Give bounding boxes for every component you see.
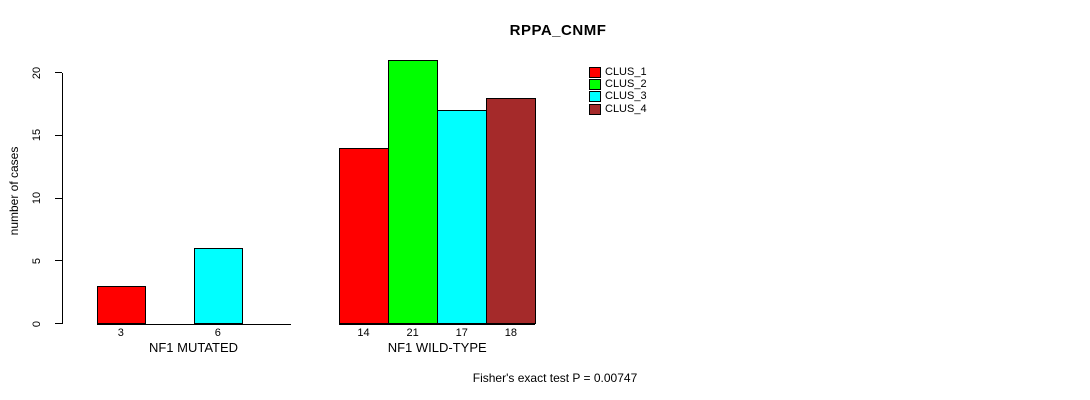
y-axis-tick bbox=[54, 260, 62, 262]
bar-value-label: 3 bbox=[117, 327, 124, 339]
legend-item: CLUS_4 bbox=[589, 103, 647, 115]
y-axis-tick bbox=[54, 197, 62, 199]
y-axis-tick bbox=[54, 72, 62, 73]
y-tick-label: 5 bbox=[31, 257, 43, 264]
bar-clus_1 bbox=[339, 147, 390, 325]
bar-clus_3 bbox=[437, 110, 488, 325]
legend-label: CLUS_3 bbox=[605, 90, 647, 103]
y-axis-label: number of cases bbox=[7, 146, 21, 236]
x-group-label: NF1 WILD-TYPE bbox=[387, 340, 487, 355]
bar-value-label: 6 bbox=[214, 327, 221, 339]
legend-label: CLUS_4 bbox=[605, 102, 647, 115]
legend-swatch-clus4 bbox=[589, 103, 601, 115]
stat-test-footnote: Fisher's exact test P = 0.00747 bbox=[472, 371, 638, 385]
legend-item: CLUS_2 bbox=[589, 78, 647, 91]
bar-clus_4 bbox=[486, 97, 537, 325]
x-group-label: NF1 MUTATED bbox=[148, 340, 239, 355]
chart-title: RPPA_CNMF bbox=[509, 22, 607, 39]
bar-clus_2 bbox=[388, 59, 439, 325]
legend-label: CLUS_2 bbox=[605, 78, 647, 91]
bar-value-label: 18 bbox=[504, 327, 517, 339]
y-tick-label: 15 bbox=[31, 129, 43, 142]
bar-clus_3 bbox=[193, 248, 243, 325]
legend-item: CLUS_3 bbox=[589, 91, 647, 103]
legend-swatch-clus2 bbox=[589, 79, 601, 91]
legend-swatch-clus3 bbox=[589, 91, 601, 103]
legend-label: CLUS_1 bbox=[605, 65, 647, 78]
legend-item: CLUS_1 bbox=[589, 66, 647, 78]
legend-swatch-clus1 bbox=[589, 66, 601, 78]
bar-clus_1 bbox=[96, 285, 146, 325]
y-tick-label: 0 bbox=[31, 320, 43, 327]
y-axis-tick bbox=[54, 323, 62, 324]
bar-value-label: 14 bbox=[357, 327, 370, 339]
bar-value-label: 17 bbox=[455, 327, 468, 339]
legend: CLUS_1 CLUS_2 CLUS_3 CLUS_4 bbox=[589, 66, 647, 116]
y-axis-tick bbox=[54, 134, 62, 136]
y-tick-label: 10 bbox=[31, 191, 43, 205]
y-axis-line bbox=[61, 72, 63, 324]
bar-value-label: 21 bbox=[406, 327, 419, 339]
y-tick-label: 20 bbox=[31, 66, 43, 79]
